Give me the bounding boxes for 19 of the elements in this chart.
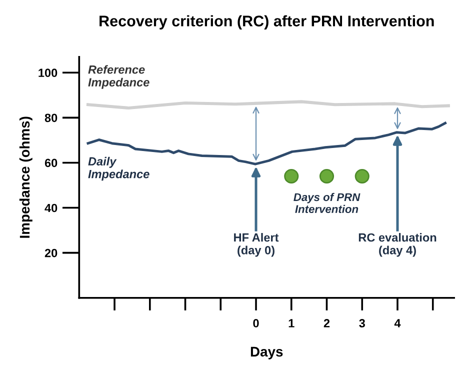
x-tick-label: 0 bbox=[253, 319, 259, 328]
x-tick-label: 1 bbox=[288, 319, 294, 328]
y-tick-label: 80 bbox=[44, 114, 58, 122]
x-axis-title: Days bbox=[250, 346, 283, 360]
y-axis-title: Impedance (ohms) bbox=[19, 116, 32, 238]
ref-line-label: RC evaluation (day 4) bbox=[358, 233, 436, 257]
chart-title: Recovery criterion (RC) after PRN Intervention bbox=[100, 15, 434, 30]
y-tick-label: 40 bbox=[44, 204, 58, 212]
x-tick-label: 2 bbox=[324, 319, 330, 328]
y-tick-label: 20 bbox=[44, 248, 58, 258]
y-tick-label: 60 bbox=[44, 158, 58, 168]
ref-line-label: HF Alert (day 0) bbox=[234, 233, 279, 257]
x-tick-label: 3 bbox=[359, 319, 365, 328]
line-series bbox=[86, 100, 450, 110]
annotation: Days of PRN Intervention bbox=[294, 192, 360, 214]
y-tick-label: 100 bbox=[38, 68, 58, 78]
x-tick-label: 4 bbox=[394, 319, 401, 328]
series-label: Reference Impedance bbox=[88, 65, 150, 89]
series-label: Daily Impedance bbox=[88, 156, 150, 181]
